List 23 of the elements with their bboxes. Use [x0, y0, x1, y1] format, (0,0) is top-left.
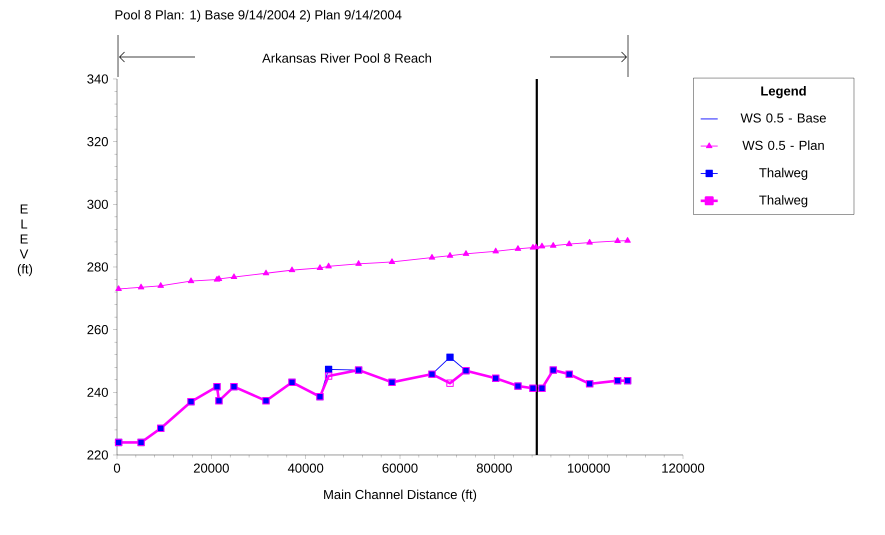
x-tick-label: 120000 [662, 464, 704, 473]
y-tick-label: 240 [87, 388, 108, 397]
x-tick-label: 0 [114, 464, 120, 473]
x-tick-label: 20000 [194, 464, 229, 473]
text: Arkansas River Pool 8 Reach [262, 53, 432, 63]
y-tick-label: 300 [87, 200, 108, 209]
y-axis-title: E L E V (ft) [18, 204, 32, 276]
legend-label: WS 0.5 - Plan [742, 140, 824, 150]
text: Thalweg [759, 195, 808, 208]
legend-label: WS 0.5 - Base [740, 113, 826, 123]
x-tick-label: 40000 [288, 464, 324, 473]
x-tick-label: 80000 [476, 464, 512, 473]
x-tick-label: 100000 [568, 464, 610, 473]
text: Thalweg [759, 168, 808, 180]
y-tick-label: 260 [87, 325, 108, 334]
x-tick-label: 60000 [382, 464, 418, 473]
x-axis-title: Main Channel Distance (ft) [324, 490, 476, 502]
y-tick-label: 320 [87, 137, 108, 146]
y-tick-label: 340 [87, 74, 108, 84]
chart-title: Pool 8 Plan: 1) Base 9/14/2004 2) Plan 9/14/2004 [116, 10, 402, 22]
y-tick-label: 220 [87, 450, 108, 460]
legend-title: Legend [761, 86, 806, 98]
y-tick-label: 280 [87, 262, 108, 272]
